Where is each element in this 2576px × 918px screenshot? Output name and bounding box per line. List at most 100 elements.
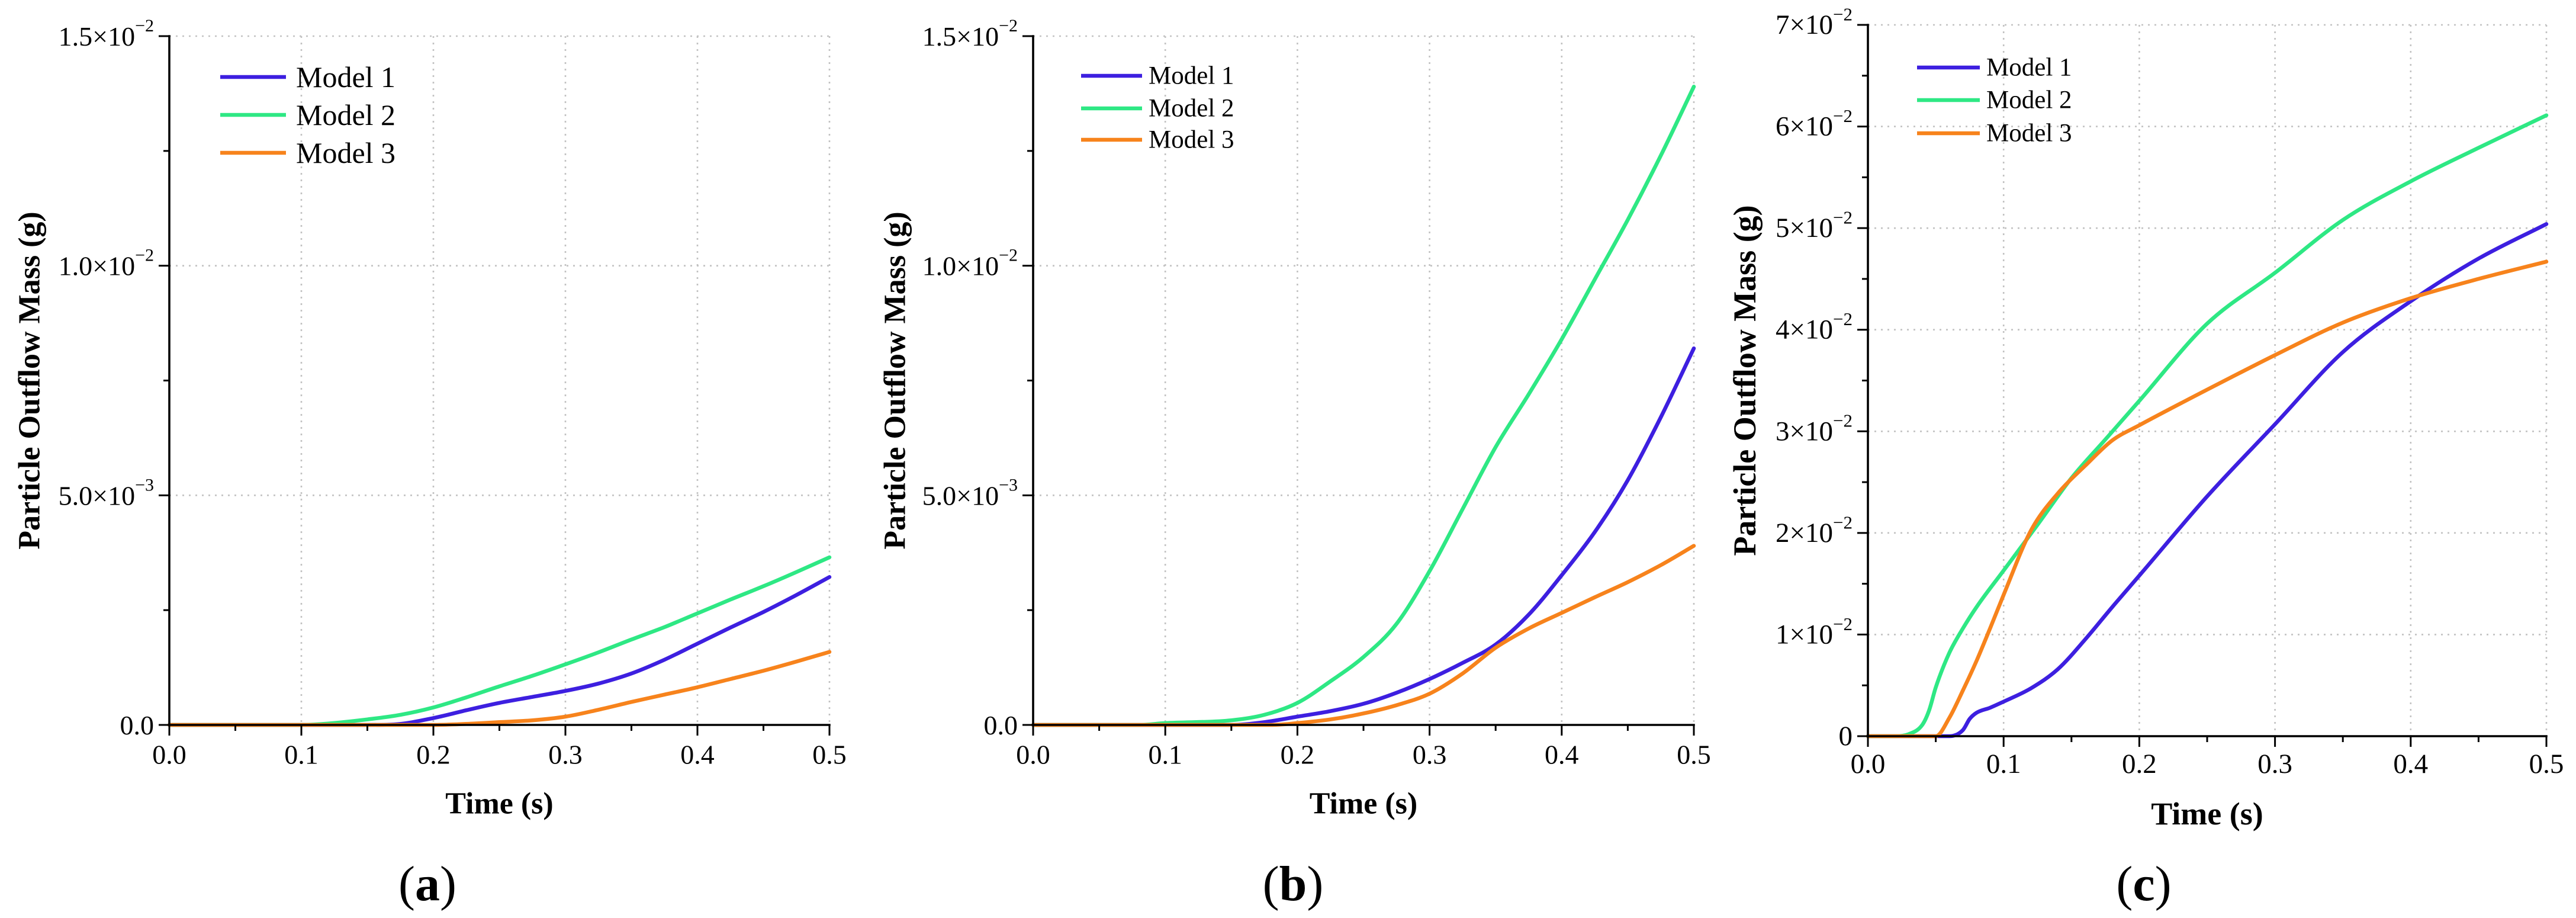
- x-axis-title: Time (s): [2151, 796, 2263, 832]
- chart-panel-1: 0.0 0.1 0.2 0.3 0.4 0.50.05.0×10−31.0×10−21.5…: [13, 16, 847, 912]
- y-tick-label: 5×10−2: [1776, 207, 1853, 243]
- y-tick-exponent: −2: [1833, 410, 1853, 431]
- y-tick-mantissa: 7×10: [1776, 9, 1833, 40]
- series-line-model-2: [1866, 113, 2549, 739]
- x-axis-title: Time (s): [1310, 787, 1417, 821]
- y-tick-label: 0.0: [120, 710, 155, 740]
- axes: 0.0 0.1 0.2 0.3 0.4 0.50.05.0×10−31.0×10−21.5…: [59, 16, 847, 770]
- legend-item-model-1: Model 1: [1917, 54, 2072, 82]
- legend-label: Model 1: [1986, 54, 2072, 82]
- y-tick-mantissa: 1.0×10: [922, 251, 999, 281]
- x-tick-label: 0.0: [1016, 740, 1050, 770]
- y-tick-mantissa: 1×10: [1776, 619, 1833, 650]
- legend-label: Model 3: [1986, 120, 2072, 147]
- y-tick-exponent: −2: [1833, 309, 1853, 329]
- legend-label: Model 1: [296, 60, 395, 94]
- x-tick-label: 0.0: [152, 740, 186, 770]
- series-line-model-2: [1031, 85, 1696, 727]
- y-tick-mantissa: 1.5×10: [922, 21, 999, 52]
- axes: 0.0 0.1 0.2 0.3 0.4 0.50.05.0×10−31.0×10−21.5…: [922, 16, 1711, 770]
- x-tick-label: 0.4: [1545, 740, 1579, 770]
- legend-item-model-2: Model 2: [1081, 95, 1234, 123]
- x-tick-label: 0.2: [1281, 740, 1315, 770]
- y-tick-exponent: −2: [135, 245, 154, 265]
- y-tick-label: 5.0×10−3: [59, 475, 154, 511]
- x-tick-label: 0.1: [1986, 749, 2021, 779]
- y-tick-label: 2×10−2: [1776, 512, 1853, 548]
- panel-caption: (b): [1263, 856, 1324, 911]
- legend-label: Model 2: [1149, 95, 1234, 123]
- chart-panel-3: 0.0 0.1 0.2 0.3 0.4 0.501×10−22×10−23×10−24×1…: [1727, 4, 2564, 911]
- y-tick-label: 6×10−2: [1776, 105, 1853, 142]
- y-tick-label: 1.0×10−2: [59, 245, 154, 281]
- legend-item-model-3: Model 3: [1917, 120, 2072, 147]
- axes: 0.0 0.1 0.2 0.3 0.4 0.501×10−22×10−23×10−24×1…: [1776, 4, 2564, 779]
- y-tick-exponent: −2: [999, 16, 1018, 36]
- x-tick-label: 0.5: [1677, 740, 1711, 770]
- y-tick-exponent: −3: [135, 475, 154, 495]
- x-tick-label: 0.5: [2529, 749, 2564, 779]
- y-tick-label: 1.5×10−2: [59, 16, 154, 52]
- x-tick-label: 0.1: [284, 740, 319, 770]
- x-tick-label: 0.4: [680, 740, 715, 770]
- y-tick-mantissa: 5×10: [1776, 213, 1833, 243]
- x-tick-label: 0.3: [548, 740, 583, 770]
- legend-label: Model 3: [1149, 126, 1234, 154]
- series-line-model-3: [1031, 544, 1696, 727]
- series-line-model-1: [1866, 222, 2549, 739]
- legend: Model 1 Model 2 Model 3: [220, 60, 395, 169]
- legend-label: Model 3: [296, 136, 395, 169]
- plot-grid: [1033, 35, 1695, 725]
- y-tick-mantissa: 0.0: [984, 710, 1018, 740]
- legend-item-model-2: Model 2: [220, 98, 395, 131]
- y-tick-mantissa: 2×10: [1776, 518, 1833, 548]
- x-tick-label: 0.1: [1148, 740, 1182, 770]
- series-line-model-3: [1866, 259, 2549, 739]
- series-group: [1031, 85, 1696, 727]
- y-tick-mantissa: 0.0: [120, 710, 155, 740]
- y-tick-label: 0.0: [984, 710, 1018, 740]
- legend-item-model-3: Model 3: [1081, 126, 1234, 154]
- y-tick-exponent: −2: [1833, 4, 1853, 24]
- legend-item-model-3: Model 3: [220, 136, 395, 169]
- y-tick-label: 0: [1839, 721, 1853, 752]
- y-tick-label: 4×10−2: [1776, 309, 1853, 345]
- y-tick-mantissa: 5.0×10: [922, 480, 999, 511]
- x-tick-label: 0.2: [416, 740, 451, 770]
- panel-caption: (c): [2116, 856, 2171, 911]
- series-line-model-1: [1031, 346, 1696, 727]
- y-tick-label: 1.5×10−2: [922, 16, 1018, 52]
- y-tick-exponent: −2: [999, 245, 1018, 265]
- y-axis-title: Particle Outflow Mass (g): [13, 211, 47, 549]
- y-tick-exponent: −2: [1833, 207, 1853, 227]
- legend-item-model-1: Model 1: [1081, 62, 1234, 90]
- x-tick-label: 0.5: [812, 740, 847, 770]
- legend-label: Model 2: [1986, 86, 2072, 114]
- legend-label: Model 1: [1149, 62, 1234, 90]
- x-tick-label: 0.3: [1413, 740, 1447, 770]
- legend: Model 1 Model 2 Model 3: [1081, 62, 1234, 154]
- chart-panel-2: 0.0 0.1 0.2 0.3 0.4 0.50.05.0×10−31.0×10−21.5…: [879, 16, 1711, 912]
- y-tick-exponent: −3: [999, 475, 1018, 495]
- y-tick-mantissa: 1.0×10: [59, 251, 135, 281]
- panel-caption: (a): [398, 856, 456, 911]
- y-tick-mantissa: 6×10: [1776, 111, 1833, 142]
- x-tick-label: 0.3: [2257, 749, 2292, 779]
- plot-grid: [1868, 24, 2548, 736]
- series-line-model-3: [167, 650, 832, 727]
- y-tick-label: 7×10−2: [1776, 4, 1853, 40]
- y-tick-label: 3×10−2: [1776, 410, 1853, 447]
- y-tick-exponent: −2: [1833, 512, 1853, 532]
- series-group: [1866, 113, 2549, 739]
- y-tick-mantissa: 0: [1839, 721, 1853, 752]
- y-axis-title: Particle Outflow Mass (g): [1727, 205, 1763, 556]
- y-tick-mantissa: 4×10: [1776, 314, 1833, 345]
- y-tick-mantissa: 5.0×10: [59, 480, 135, 511]
- legend-item-model-1: Model 1: [220, 60, 395, 94]
- legend-item-model-2: Model 2: [1917, 86, 2072, 114]
- legend-label: Model 2: [296, 98, 395, 131]
- y-tick-mantissa: 1.5×10: [59, 21, 135, 52]
- y-tick-label: 1.0×10−2: [922, 245, 1018, 281]
- y-tick-exponent: −2: [135, 16, 154, 36]
